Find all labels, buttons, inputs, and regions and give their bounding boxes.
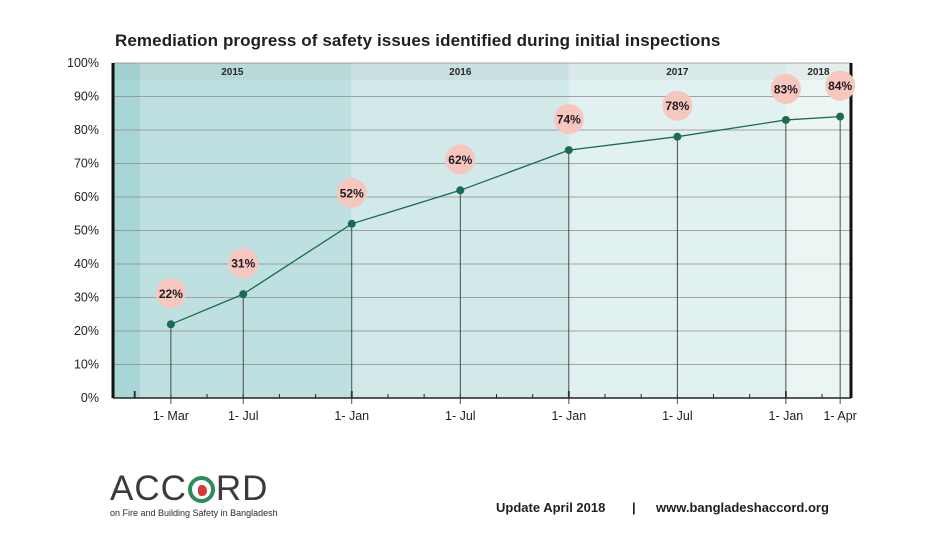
x-tick-label: 1- Jul [662,409,693,423]
data-label-bubble [770,73,801,104]
year-band-label: 2018 [807,67,830,78]
y-tick-label: 70% [74,157,99,171]
data-label: 31% [231,257,255,271]
footer-separator: | [632,500,636,515]
data-label-bubble [445,144,476,175]
y-tick-label: 40% [74,257,99,271]
data-label: 84% [828,79,852,93]
data-point [781,115,790,124]
data-point [836,112,845,121]
data-label: 74% [557,113,581,127]
year-band-label: 2015 [221,67,244,78]
logo-word-part2: RD [215,469,269,508]
data-label-bubble [228,248,259,279]
chart: 2015 2016 2017 2018 0% 10% 20% 30% 40% 50% 60% 70%… [67,56,857,423]
y-tick-label: 10% [74,358,99,372]
data-label: 52% [340,186,364,200]
footer-update-date: Update April 2018 [496,500,606,515]
x-axis: 1- Mar 1- Jul 1- Jan 1- Jul 1- Jan 1- Jul 1- J… [111,63,857,423]
accord-logo: ACC RD on Fire and Building Safety in Ban… [110,470,310,520]
x-tick-label: 1- Jan [769,409,804,423]
data-label: 83% [774,82,798,96]
x-tick-label: 1- Mar [153,409,189,423]
x-tick-label: 1- Apr [823,409,856,423]
series-remediation: 22% 31% 52% 62% 74% 78% 83% 84% [155,70,856,329]
data-label-bubble [336,177,367,208]
data-point [166,320,175,329]
x-tick-label: 1- Jan [551,409,586,423]
year-band-header-strip [113,63,851,80]
y-tick-label: 80% [74,123,99,137]
y-tick-label: 60% [74,190,99,204]
data-label-bubble [553,104,584,135]
x-tick-label: 1- Jul [228,409,259,423]
logo-tagline: on Fire and Building Safety in Banglades… [110,508,278,518]
data-label: 22% [159,287,183,301]
logo-wordmark: ACC RD [110,470,268,508]
year-band-label: 2017 [666,67,689,78]
data-label-bubble [825,70,856,101]
data-point [239,290,248,299]
data-label-bubble [155,278,186,309]
data-point [564,146,573,155]
bangladesh-map-icon [187,475,215,503]
data-label-bubble [662,90,693,121]
y-axis: 0% 10% 20% 30% 40% 50% 60% 70% 80% 90% 100% [67,56,99,405]
chart-title: Remediation progress of safety issues id… [115,31,721,50]
y-tick-label: 90% [74,90,99,104]
x-tick-label: 1- Jul [445,409,476,423]
y-tick-label: 0% [81,391,99,405]
footer-website-link[interactable]: www.bangladeshaccord.org [656,500,829,515]
y-tick-label: 50% [74,224,99,238]
data-point [456,186,465,195]
year-band-label: 2016 [449,67,472,78]
data-label: 78% [665,99,689,113]
data-label: 62% [448,153,472,167]
series-line [170,115,841,325]
y-tick-label: 20% [74,324,99,338]
data-point [673,132,682,141]
y-tick-label: 100% [67,56,99,70]
x-tick-label: 1- Jan [334,409,369,423]
data-point [347,219,356,228]
logo-word-part1: ACC [110,469,187,508]
y-tick-label: 30% [74,291,99,305]
